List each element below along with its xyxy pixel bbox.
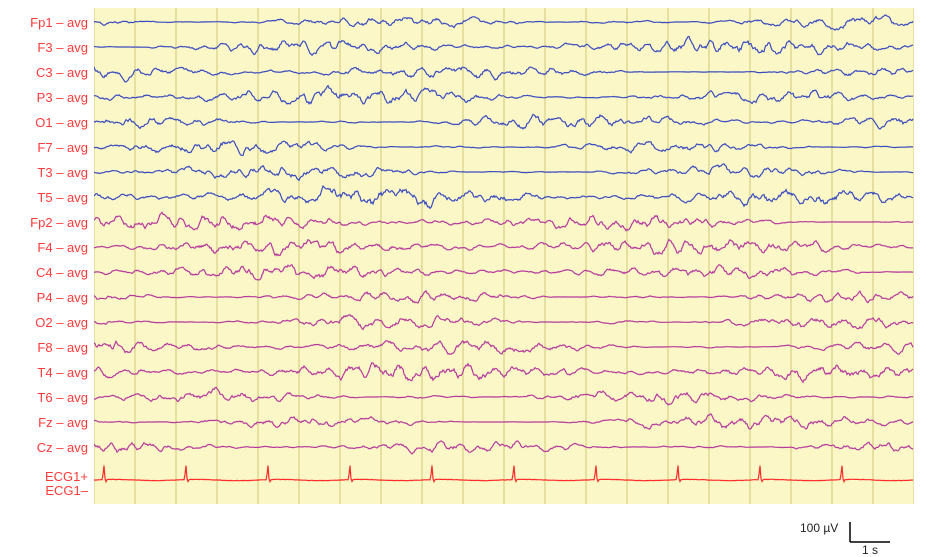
eeg-figure: Fp1 – avg F3 – avg C3 – avg P3 – avg O1 – av… — [0, 0, 929, 545]
channel-label: Cz – avg — [0, 441, 88, 454]
channel-label: F7 – avg — [0, 141, 88, 154]
channel-label: T6 – avg — [0, 391, 88, 404]
channel-label: F3 – avg — [0, 41, 88, 54]
channel-label: F8 – avg — [0, 341, 88, 354]
channel-label: P4 – avg — [0, 291, 88, 304]
channel-label: O1 – avg — [0, 116, 88, 129]
channel-label: C4 – avg — [0, 266, 88, 279]
channel-label: T4 – avg — [0, 366, 88, 379]
scale-bar: 100 µV 1 s — [800, 520, 910, 557]
channel-label: P3 – avg — [0, 91, 88, 104]
chart-area: Fp1 – avg F3 – avg C3 – avg P3 – avg O1 – av… — [0, 8, 929, 508]
channel-label: Fp2 – avg — [0, 216, 88, 229]
scale-time-label: 1 s — [862, 543, 878, 557]
ecg-label-1: ECG1+ — [0, 470, 88, 483]
ecg-label-2: ECG1– — [0, 484, 88, 497]
plot-svg — [94, 8, 914, 504]
scale-uv-label: 100 µV — [800, 521, 838, 535]
channel-label: Fp1 – avg — [0, 16, 88, 29]
channel-label: O2 – avg — [0, 316, 88, 329]
channel-label: T3 – avg — [0, 166, 88, 179]
channel-label: T5 – avg — [0, 191, 88, 204]
channel-label: Fz – avg — [0, 416, 88, 429]
channel-label: F4 – avg — [0, 241, 88, 254]
channel-label: C3 – avg — [0, 66, 88, 79]
